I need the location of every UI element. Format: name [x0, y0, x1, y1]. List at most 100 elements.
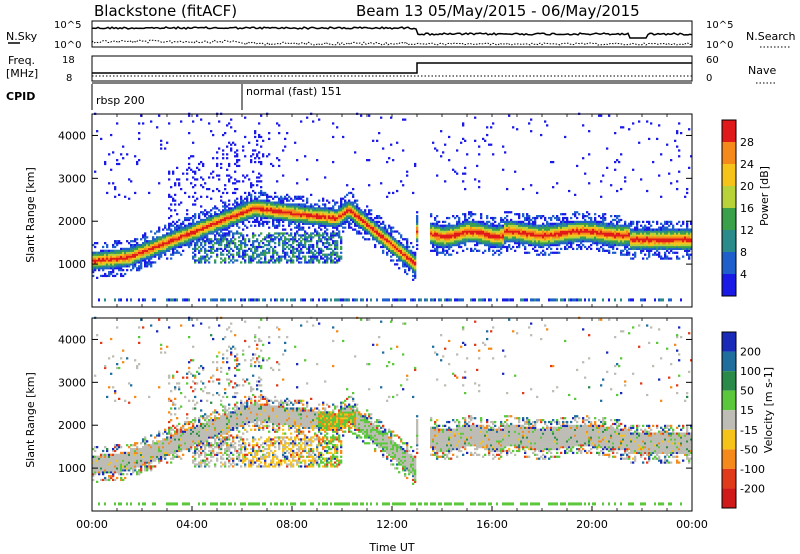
power-cell: [322, 222, 325, 225]
power-cell: [204, 222, 207, 225]
power-cell: [304, 155, 307, 158]
power-cell: [602, 243, 605, 247]
power-cell: [176, 224, 179, 227]
power-cell: [284, 243, 287, 247]
power-cell: [620, 126, 623, 129]
power-cell: [450, 224, 453, 227]
power-cell: [240, 242, 243, 245]
power-cell: [278, 209, 281, 212]
power-cell: [314, 209, 317, 212]
power-cell: [526, 224, 529, 227]
power-cell: [610, 245, 613, 249]
power-cell: [332, 230, 335, 233]
power-cell: [222, 234, 225, 237]
power-cell: [156, 251, 159, 254]
power-cell: [462, 172, 465, 175]
power-cell: [130, 259, 133, 262]
power-cell: [628, 251, 631, 254]
power-cell: [254, 207, 257, 210]
power-cell: [232, 242, 235, 245]
power-cell: [448, 226, 451, 229]
power-cell: [192, 218, 195, 222]
power-cell: [536, 191, 539, 195]
power-cell: [632, 298, 634, 302]
power-cell: [278, 261, 281, 264]
power-cell: [430, 224, 433, 227]
power-cell: [306, 220, 309, 224]
power-cell: [606, 238, 609, 241]
power-cell: [298, 245, 301, 249]
power-cell: [214, 224, 217, 227]
power-cell: [582, 215, 585, 218]
power-cell: [290, 234, 293, 237]
power-cell: [420, 298, 422, 302]
power-cell: [352, 193, 355, 196]
power-cell: [396, 253, 399, 256]
power-cell: [116, 249, 119, 252]
power-cell: [568, 189, 571, 193]
power-cell: [400, 257, 403, 260]
power-cell: [310, 193, 313, 196]
power-cell: [554, 243, 557, 247]
power-cell: [236, 197, 239, 200]
power-cell: [350, 203, 353, 206]
power-cell: [514, 240, 517, 243]
power-cell: [202, 238, 205, 241]
power-cell: [278, 240, 281, 243]
power-cell: [250, 249, 253, 252]
power-cell: [328, 222, 331, 225]
power-cell: [452, 168, 455, 171]
power-cell: [526, 236, 529, 239]
power-cell: [402, 149, 405, 152]
power-cell: [624, 224, 627, 227]
power-cell: [166, 249, 169, 252]
power-cell: [136, 245, 139, 249]
power-cell: [534, 222, 537, 225]
power-cell: [530, 230, 533, 233]
power-cell: [290, 245, 293, 249]
power-cell: [506, 232, 509, 235]
power-cell: [476, 228, 479, 231]
power-cell: [176, 251, 179, 254]
power-cell: [198, 259, 201, 262]
power-cell: [226, 216, 229, 220]
power-cell: [300, 213, 303, 216]
power-cell: [642, 242, 645, 245]
power-cell: [300, 205, 303, 208]
power-cell: [572, 226, 575, 229]
power-cell: [438, 228, 441, 231]
power-cell: [156, 230, 159, 233]
power-cell: [330, 232, 333, 235]
power-cell: [176, 298, 178, 302]
power-cell: [238, 251, 241, 254]
power-cell: [362, 216, 365, 220]
power-cell: [608, 243, 611, 247]
power-cell: [326, 234, 329, 237]
power-cell: [144, 255, 147, 258]
power-cell: [364, 232, 367, 235]
power-cell: [376, 220, 379, 224]
power-cell: [478, 242, 481, 245]
power-cell: [192, 226, 195, 229]
power-cell: [602, 234, 605, 237]
power-cell: [244, 218, 247, 222]
power-cell: [514, 238, 517, 241]
power-cell: [514, 170, 517, 173]
power-cell: [444, 143, 447, 146]
power-cell: [470, 234, 473, 237]
power-cell: [466, 240, 469, 243]
power-cell: [632, 234, 635, 237]
power-cell: [292, 259, 295, 262]
power-cell: [352, 218, 355, 222]
power-cell: [372, 234, 375, 237]
power-cell: [270, 213, 273, 216]
power-cell: [286, 242, 289, 245]
power-cell: [234, 259, 237, 262]
power-cell: [608, 251, 611, 254]
power-cell: [316, 230, 319, 233]
power-cell: [474, 234, 477, 237]
power-cell: [632, 238, 635, 241]
power-cell: [538, 232, 541, 235]
power-cell: [246, 197, 249, 200]
power-cell: [260, 209, 263, 212]
